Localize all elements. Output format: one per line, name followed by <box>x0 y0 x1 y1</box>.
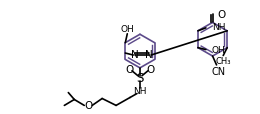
Text: O: O <box>218 9 226 19</box>
Text: CN: CN <box>211 66 226 76</box>
Text: N: N <box>145 50 153 60</box>
Text: NH: NH <box>212 23 225 32</box>
Text: OH: OH <box>120 25 134 34</box>
Text: O: O <box>84 101 92 110</box>
Text: O: O <box>147 64 155 74</box>
Text: N: N <box>131 50 139 60</box>
Text: CH₃: CH₃ <box>216 56 231 65</box>
Text: NH: NH <box>133 86 147 95</box>
Text: S: S <box>136 72 144 84</box>
Text: OH: OH <box>212 46 226 55</box>
Text: O: O <box>125 64 133 74</box>
